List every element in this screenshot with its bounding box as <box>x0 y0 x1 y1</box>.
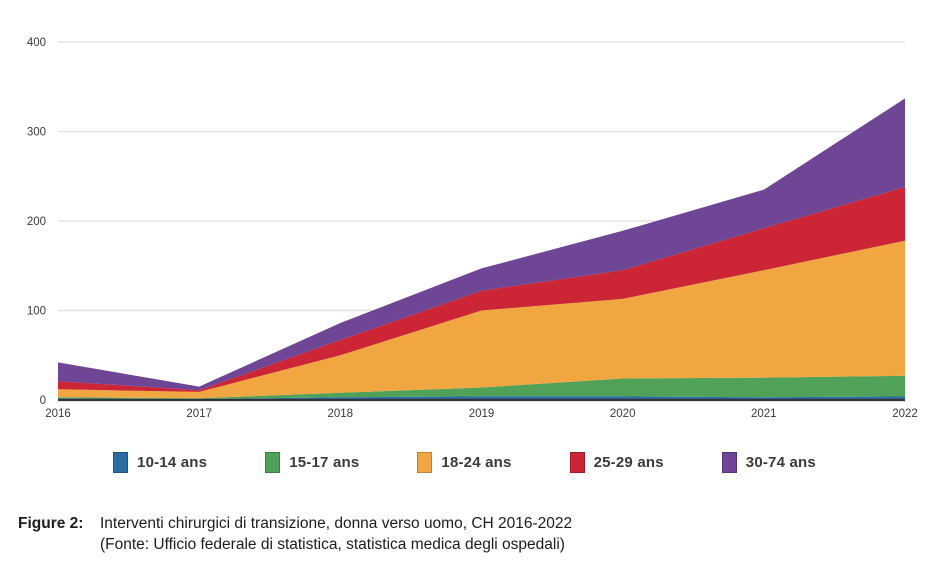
chart-x-tick-labels: 2016 2017 2018 2019 2020 2021 2022 <box>45 408 918 420</box>
x-tick-2017: 2017 <box>186 408 212 420</box>
legend-swatch-icon <box>569 452 585 473</box>
figure-caption-label: Figure 2: <box>18 515 84 532</box>
x-tick-2020: 2020 <box>610 408 636 420</box>
legend-swatch-icon <box>113 452 129 473</box>
legend-label: 10-14 ans <box>137 454 208 471</box>
x-tick-2019: 2019 <box>469 408 495 420</box>
y-tick-400: 400 <box>27 37 46 49</box>
x-tick-2018: 2018 <box>328 408 354 420</box>
legend-item-30-74-ans: 30-74 ans <box>721 452 816 473</box>
y-tick-100: 100 <box>27 306 46 318</box>
figure-caption-text: Interventi chirurgici di transizione, do… <box>100 513 572 555</box>
legend-label: 15-17 ans <box>289 454 360 471</box>
legend-swatch-icon <box>265 452 281 473</box>
x-tick-2016: 2016 <box>45 408 71 420</box>
legend-swatch-icon <box>721 452 737 473</box>
legend-swatch-icon <box>417 452 433 473</box>
legend-item-10-14-ans: 10-14 ans <box>113 452 207 473</box>
area-series-15-17-ans <box>58 375 905 400</box>
legend-label: 30-74 ans <box>745 454 816 471</box>
y-tick-300: 300 <box>27 127 46 139</box>
legend-label: 25-29 ans <box>593 454 664 471</box>
legend-label: 18-24 ans <box>441 454 512 471</box>
y-tick-200: 200 <box>27 216 46 228</box>
chart-y-tick-labels: 0 100 200 300 400 <box>27 37 46 407</box>
chart-areas <box>58 98 905 400</box>
legend-item-18-24-ans: 18-24 ans <box>417 452 511 473</box>
figure-caption-line1: Interventi chirurgici di transizione, do… <box>100 515 573 532</box>
chart-legend: 10-14 ans 15-17 ans 18-24 ans 25-29 ans 30-7… <box>0 452 929 473</box>
x-tick-2022: 2022 <box>892 408 918 420</box>
y-tick-0: 0 <box>40 395 46 407</box>
figure-caption: Figure 2: Interventi chirurgici di trans… <box>18 513 572 555</box>
x-tick-2021: 2021 <box>751 408 777 420</box>
legend-item-15-17-ans: 15-17 ans <box>265 452 359 473</box>
legend-item-25-29-ans: 25-29 ans <box>569 452 664 473</box>
area-series-18-24-ans <box>58 240 905 399</box>
figure-caption-line2: (Fonte: Ufficio federale di statistica, … <box>100 536 565 553</box>
